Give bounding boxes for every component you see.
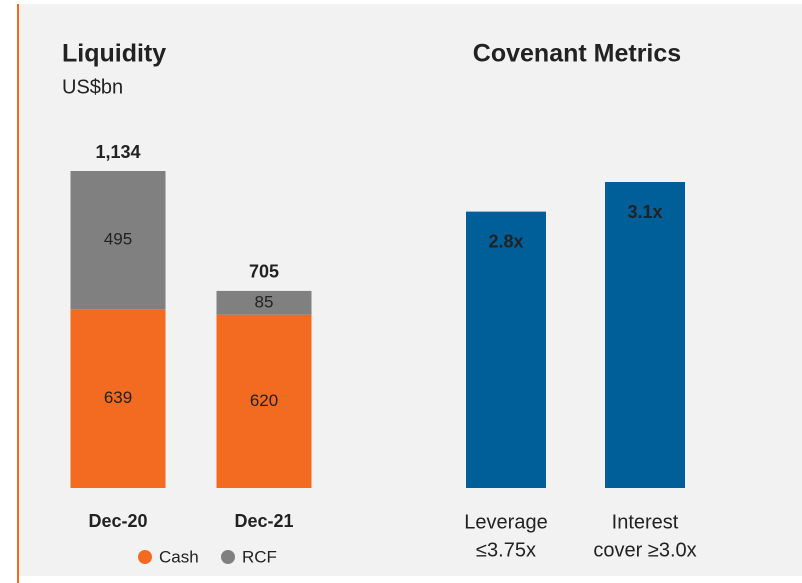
bar [466,211,546,488]
x-tick-label: ≤3.75x [476,539,536,561]
chart-subtitle: US$bn [62,76,123,98]
bar [605,182,685,488]
data-label: 2.8x [488,231,523,251]
data-label: 639 [104,388,132,407]
legend-swatch [221,550,235,564]
x-tick-label: cover ≥3.0x [593,539,696,561]
x-tick-label: Dec-20 [88,511,147,531]
legend-swatch [138,550,152,564]
legend-label: Cash [159,547,199,566]
x-tick-label: Interest [612,511,679,533]
chart-title: Liquidity [62,40,166,68]
x-tick-label: Dec-21 [234,511,293,531]
bar-segment [70,309,166,488]
bar-segment [70,171,166,310]
data-label: 85 [255,292,274,311]
total-label: 705 [249,262,279,282]
legend-label: RCF [242,547,277,566]
data-label: 495 [104,230,132,249]
bar-segment [216,290,312,315]
data-label: 3.1x [627,202,662,222]
x-tick-label: Leverage [464,511,547,533]
chart-title: Covenant Metrics [473,40,681,68]
bar-segment [216,314,312,488]
data-label: 620 [250,391,278,410]
total-label: 1,134 [95,142,140,162]
